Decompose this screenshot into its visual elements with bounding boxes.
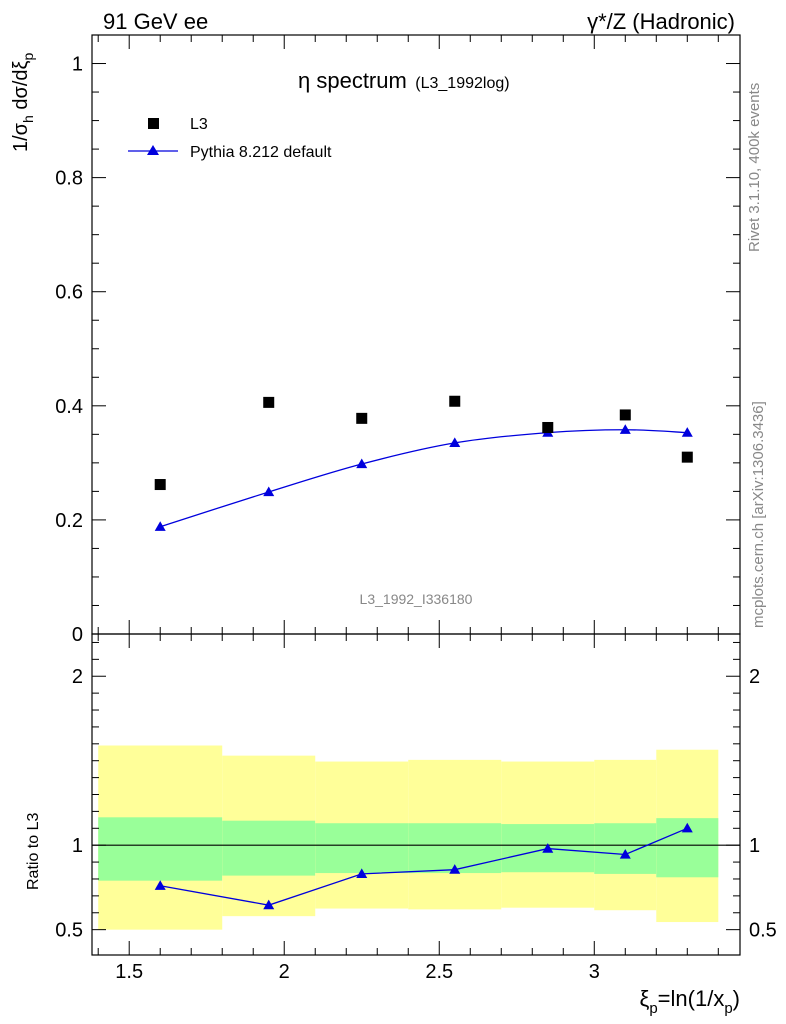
- ratio-point-0: [154, 880, 166, 890]
- main-ylabel-sub-p: p: [20, 53, 36, 61]
- watermark: L3_1992_I336180: [360, 591, 473, 607]
- legend-marker-l3: [148, 118, 159, 129]
- mc-point-2: [356, 458, 368, 469]
- rivet-label: Rivet 3.1.10, 400k events: [746, 83, 763, 252]
- data-point-2: [356, 412, 368, 424]
- header-right: γ*/Z (Hadronic): [587, 9, 735, 34]
- ratio-xlabel-sub-p2: p: [724, 1000, 732, 1017]
- ratio-ytick-label-1: 1: [72, 835, 83, 857]
- data-point-5: [619, 409, 631, 421]
- xtick-label-3: 3: [589, 961, 600, 983]
- legend-label-pythia: Pythia 8.212 default: [190, 144, 332, 161]
- ratio-ylabel: Ratio to L3: [25, 813, 42, 890]
- header-left: 91 GeV ee: [103, 9, 208, 34]
- ratio-xlabel: ξp=ln(1/xp): [639, 986, 740, 1017]
- ratio-point-6: [681, 822, 693, 833]
- ratio-point-5: [619, 848, 631, 859]
- mc-point-1: [263, 486, 275, 497]
- main-ylabel-mid: dσ/dξ: [10, 60, 32, 115]
- frames: 0 0.2 0.4 0.6 0.8 1 0.5 0.5 1 1 2 2 1.5 2 2.5 3: [55, 34, 777, 983]
- ratio-xlabel-sub-p1: p: [649, 1000, 657, 1017]
- main-ytick-label-1: 0.2: [55, 510, 83, 532]
- ratio-ytick-label-right-2: 2: [749, 666, 760, 688]
- data-point-6: [681, 451, 693, 463]
- band-inner-1: [222, 820, 316, 876]
- mc-point-5: [619, 424, 631, 434]
- main-plot: [154, 395, 693, 531]
- band-inner-0: [98, 817, 223, 881]
- ratio-xlabel-mid: =ln(1/x: [658, 986, 725, 1011]
- ratio-ytick-label-2: 2: [72, 666, 83, 688]
- band-inner-2: [315, 823, 409, 874]
- data-point-4: [542, 421, 554, 433]
- ratio-point-3: [449, 864, 461, 874]
- mc-point-3: [449, 437, 461, 448]
- legend-label-l3: L3: [190, 116, 208, 133]
- ratio-point-2: [356, 868, 368, 879]
- main-ytick-label-0: 0: [72, 624, 83, 646]
- ratio-point-1: [263, 899, 275, 910]
- ratio-point-4: [542, 843, 554, 853]
- mcplots-label: mcplots.cern.ch [arXiv:1306.3436]: [750, 401, 767, 628]
- main-ylabel: 1/σh dσ/dξp: [10, 53, 36, 153]
- data-point-0: [154, 479, 166, 491]
- ratio-bands: [98, 745, 719, 930]
- ratio-ytick-label-right-1: 1: [749, 835, 760, 857]
- mc-point-0: [154, 521, 166, 531]
- main-ylabel-sub-h: h: [20, 115, 36, 123]
- legend: L3 Pythia 8.212 default: [128, 116, 332, 161]
- xtick-label-2: 2.5: [425, 961, 453, 983]
- main-ytick-label-2: 0.4: [55, 396, 83, 418]
- band-inner-5: [594, 823, 657, 874]
- ratio-plot: [92, 822, 740, 910]
- ratio-ytick-label-0: 0.5: [55, 920, 83, 942]
- ratio-ytick-label-right-0: 0.5: [749, 920, 777, 942]
- ratio-xlabel-close: ): [733, 986, 740, 1011]
- mc-point-6: [681, 427, 693, 437]
- xtick-label-1: 2: [279, 961, 290, 983]
- data-point-3: [449, 395, 461, 407]
- xtick-label-0: 1.5: [115, 961, 143, 983]
- main-title: η spectrum (L3_1992log): [298, 68, 510, 93]
- main-title-prefix: η spectrum: [298, 68, 407, 93]
- mc-line: [160, 429, 688, 528]
- main-ytick-label-5: 1: [72, 54, 83, 76]
- main-ytick-label-4: 0.8: [55, 168, 83, 190]
- main-title-suffix: (L3_1992log): [415, 75, 509, 92]
- data-point-1: [263, 396, 275, 408]
- main-ytick-label-3: 0.6: [55, 282, 83, 304]
- legend-marker-pythia: [147, 145, 159, 155]
